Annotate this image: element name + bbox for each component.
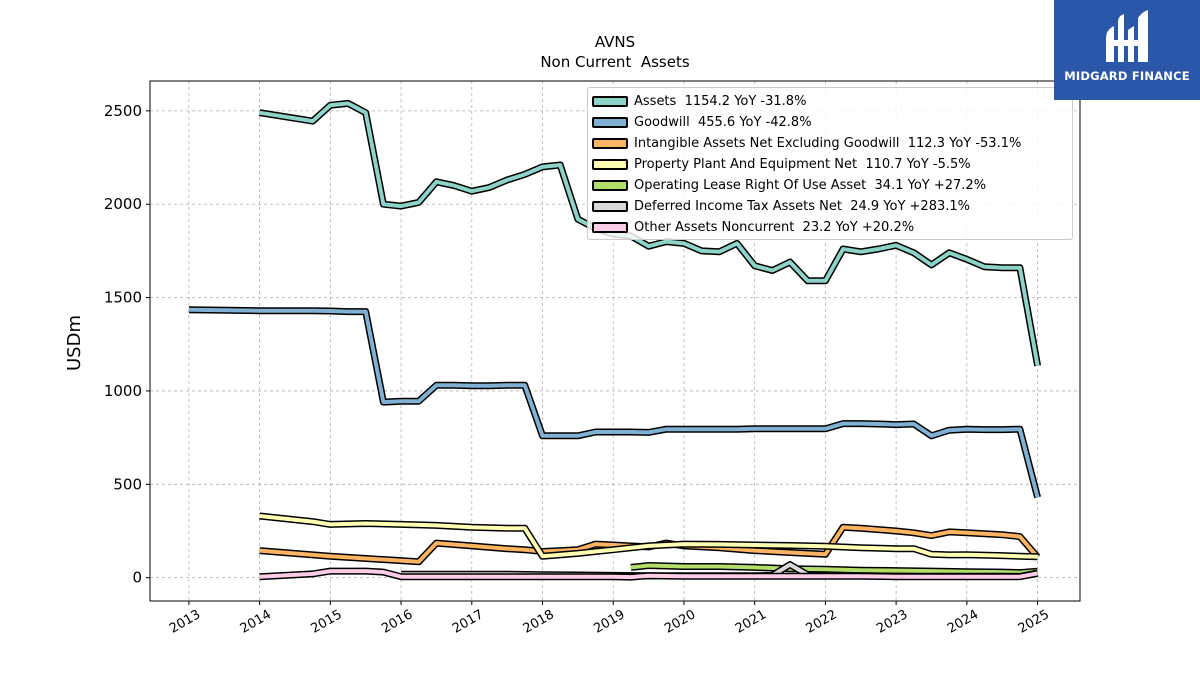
x-tick-label: 2020 bbox=[662, 607, 698, 637]
y-tick-label: 2000 bbox=[104, 195, 142, 213]
y-tick-label: 2500 bbox=[104, 102, 142, 120]
x-tick-label: 2023 bbox=[874, 607, 910, 637]
legend-label: Property Plant And Equipment Net 110.7 Y… bbox=[634, 156, 971, 172]
series-line bbox=[630, 563, 1038, 575]
series-line bbox=[259, 569, 1038, 580]
midgard-finance-logo: MIDGARD FINANCE bbox=[1054, 0, 1200, 100]
x-tick-label: 2024 bbox=[945, 607, 981, 637]
x-tick-label: 2014 bbox=[238, 607, 274, 637]
legend-swatch bbox=[592, 137, 628, 149]
y-tick-label: 500 bbox=[113, 475, 142, 493]
chart-title: AVNS bbox=[595, 33, 635, 51]
legend-item: Intangible Assets Net Excluding Goodwill… bbox=[588, 134, 1021, 152]
x-tick-label: 2018 bbox=[521, 607, 557, 637]
series-outline bbox=[188, 306, 1041, 499]
legend-swatch bbox=[592, 179, 628, 191]
legend-label: Intangible Assets Net Excluding Goodwill… bbox=[634, 135, 1022, 151]
series-lines bbox=[188, 99, 1042, 581]
legend-item: Operating Lease Right Of Use Asset 34.1 … bbox=[588, 176, 986, 194]
series-line bbox=[259, 514, 1038, 559]
legend-swatch bbox=[592, 95, 628, 107]
legend-label: Other Assets Noncurrent 23.2 YoY +20.2% bbox=[634, 219, 915, 235]
x-tick-label: 2021 bbox=[733, 607, 769, 637]
legend-swatch bbox=[592, 158, 628, 170]
legend-label: Goodwill 455.6 YoY -42.8% bbox=[634, 114, 812, 130]
legend-item: Deferred Income Tax Assets Net 24.9 YoY … bbox=[588, 197, 970, 215]
series-line bbox=[259, 101, 1040, 367]
series-line bbox=[188, 307, 1040, 498]
legend-item: Property Plant And Equipment Net 110.7 Y… bbox=[588, 155, 971, 173]
x-tick-label: 2016 bbox=[379, 607, 415, 637]
legend-item: Other Assets Noncurrent 23.2 YoY +20.2% bbox=[588, 218, 914, 236]
chart-subtitle: Non Current Assets bbox=[540, 53, 690, 71]
y-tick-label: 1000 bbox=[104, 382, 142, 400]
legend-label: Deferred Income Tax Assets Net 24.9 YoY … bbox=[634, 198, 970, 214]
y-tick-label: 0 bbox=[132, 569, 142, 587]
logo-text: MIDGARD FINANCE bbox=[1064, 69, 1190, 83]
legend-label: Operating Lease Right Of Use Asset 34.1 … bbox=[634, 177, 987, 193]
y-tick-label: 1500 bbox=[104, 289, 142, 307]
x-tick-label: 2013 bbox=[167, 607, 203, 637]
midgard-logo-icon bbox=[1106, 10, 1148, 62]
legend-swatch bbox=[592, 200, 628, 212]
x-tick-label: 2022 bbox=[804, 607, 840, 637]
x-tick-label: 2017 bbox=[450, 607, 486, 637]
legend-label: Assets 1154.2 YoY -31.8% bbox=[634, 93, 807, 109]
legend-swatch bbox=[592, 116, 628, 128]
legend: Assets 1154.2 YoY -31.8% Goodwill 455.6 … bbox=[587, 87, 1073, 240]
x-tick-label: 2015 bbox=[309, 607, 345, 637]
y-axis-label: USDm bbox=[64, 315, 85, 371]
legend-item: Goodwill 455.6 YoY -42.8% bbox=[588, 113, 812, 131]
x-tick-label: 2019 bbox=[591, 607, 627, 637]
plot-frame bbox=[149, 80, 1081, 602]
legend-item: Assets 1154.2 YoY -31.8% bbox=[588, 92, 806, 110]
x-tick-label: 2025 bbox=[1016, 607, 1052, 637]
legend-swatch bbox=[592, 221, 628, 233]
